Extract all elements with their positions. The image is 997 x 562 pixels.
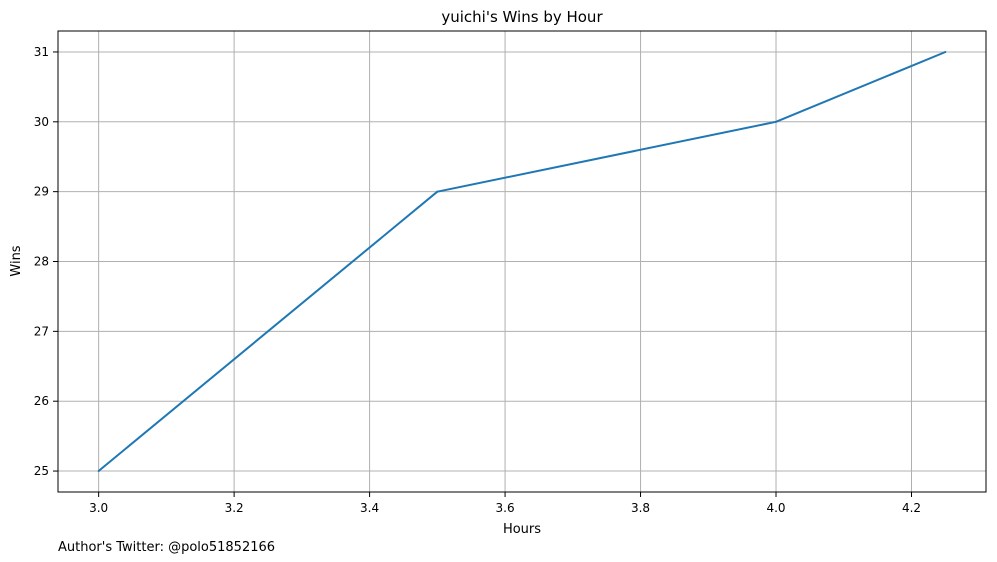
x-tick-label: 3.2 [225, 501, 244, 515]
y-tick-label: 27 [34, 324, 49, 338]
y-axis-ticks: 25 26 27 28 29 30 31 [34, 45, 58, 478]
data-point [775, 120, 778, 123]
x-axis-label: Hours [503, 522, 541, 537]
y-tick-label: 25 [34, 464, 49, 478]
x-tick-label: 4.2 [902, 501, 921, 515]
series-line [97, 51, 946, 472]
plot-frame [57, 30, 987, 493]
x-axis-ticks: 3.0 3.2 3.4 3.6 3.8 4.0 4.2 [89, 492, 921, 515]
data-point [944, 50, 947, 53]
y-tick-label: 29 [34, 185, 49, 199]
x-tick-label: 3.6 [496, 501, 515, 515]
x-tick-label: 3.0 [89, 501, 108, 515]
series-layer [97, 50, 947, 473]
y-tick-label: 31 [34, 45, 49, 59]
y-tick-label: 26 [34, 394, 49, 408]
y-axis-label: Wins [9, 245, 24, 276]
grid-lines [58, 31, 986, 492]
y-tick-label: 28 [34, 255, 49, 269]
author-credit: Author's Twitter: @polo51852166 [58, 540, 275, 555]
y-tick-label: 30 [34, 115, 49, 129]
data-point [436, 190, 439, 193]
x-tick-label: 3.4 [360, 501, 379, 515]
x-tick-label: 3.8 [631, 501, 650, 515]
x-tick-label: 4.0 [766, 501, 785, 515]
data-point [97, 470, 100, 473]
chart-title: yuichi's Wins by Hour [441, 8, 603, 26]
